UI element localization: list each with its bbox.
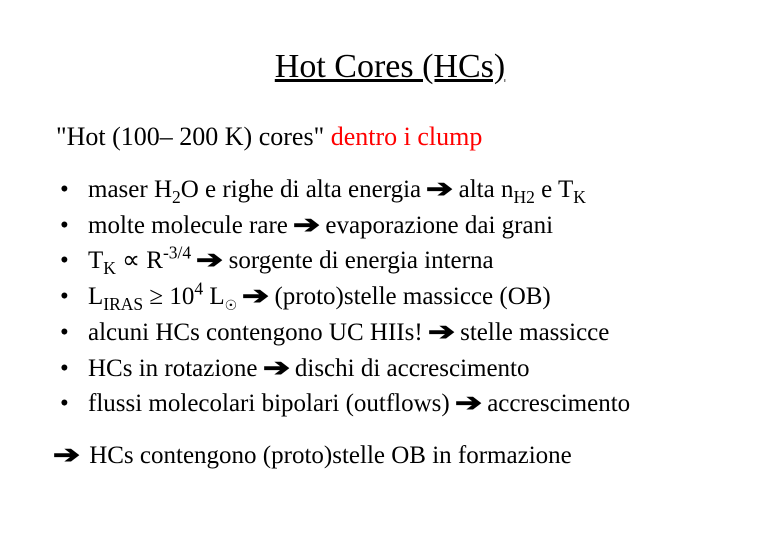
text: evaporazione dai grani xyxy=(319,212,553,239)
sub-k: K xyxy=(103,258,116,278)
sup-neg34: -3/4 xyxy=(163,243,191,263)
slide: Hot Cores (HCs) "Hot (100– 200 K) cores"… xyxy=(0,0,780,540)
subtitle-red: dentro i clump xyxy=(331,122,483,151)
bullet-list: maser H2O e righe di alta energia ➔ alta… xyxy=(56,172,724,422)
subtitle: "Hot (100– 200 K) cores" dentro i clump xyxy=(56,122,724,152)
arrow-icon: ➔ xyxy=(428,315,455,351)
text: e T xyxy=(535,176,573,203)
text: alcuni HCs contengono UC HIIs! xyxy=(88,319,429,346)
bullet-5: alcuni HCs contengono UC HIIs! ➔ stelle … xyxy=(56,315,724,351)
text: molte molecule rare xyxy=(88,212,294,239)
text: stelle massicce xyxy=(454,319,610,346)
bullet-3: TK ∝ R-3/4 ➔ sorgente di energia interna xyxy=(56,243,724,279)
arrow-icon: ➔ xyxy=(242,279,269,315)
text: accrescimento xyxy=(481,390,630,417)
sub-2: 2 xyxy=(172,187,181,207)
conclusion: ➔ HCs contengono (proto)stelle OB in for… xyxy=(56,440,724,470)
text: L xyxy=(88,283,103,310)
text: alta n xyxy=(452,176,513,203)
text: maser H xyxy=(88,176,172,203)
sub-iras: IRAS xyxy=(103,294,143,314)
bullet-7: flussi molecolari bipolari (outflows) ➔ … xyxy=(56,386,724,422)
text: flussi molecolari bipolari (outflows) xyxy=(88,390,456,417)
bullet-2: molte molecule rare ➔ evaporazione dai g… xyxy=(56,208,724,244)
sup-4: 4 xyxy=(194,278,203,298)
text: (proto)stelle massicce (OB) xyxy=(268,283,551,310)
bullet-1: maser H2O e righe di alta energia ➔ alta… xyxy=(56,172,724,208)
bullet-4: LIRAS ≥ 104 L☉ ➔ (proto)stelle massicce … xyxy=(56,279,724,316)
bullet-6: HCs in rotazione ➔ dischi di accrescimen… xyxy=(56,351,724,387)
sub-k: K xyxy=(573,187,586,207)
slide-title: Hot Cores (HCs) xyxy=(56,48,724,86)
text: dischi di accrescimento xyxy=(289,355,530,382)
text: sorgente di energia interna xyxy=(222,247,493,274)
arrow-icon: ➔ xyxy=(196,243,223,279)
text: HCs in rotazione xyxy=(88,355,264,382)
arrow-icon: ➔ xyxy=(53,440,80,470)
arrow-icon: ➔ xyxy=(426,172,453,208)
text: ∝ R xyxy=(116,247,163,274)
text: T xyxy=(88,247,103,274)
arrow-icon: ➔ xyxy=(263,351,290,387)
sub-h2: H2 xyxy=(513,187,534,207)
text: O e righe di alta energia xyxy=(181,176,428,203)
text: L xyxy=(203,283,225,310)
sun-symbol: ☉ xyxy=(225,298,237,313)
text: ≥ 10 xyxy=(143,283,194,310)
arrow-icon: ➔ xyxy=(293,208,320,244)
arrow-icon: ➔ xyxy=(455,386,482,422)
conclusion-text: HCs contengono (proto)stelle OB in forma… xyxy=(83,442,572,469)
subtitle-black: "Hot (100– 200 K) cores" xyxy=(56,122,331,151)
